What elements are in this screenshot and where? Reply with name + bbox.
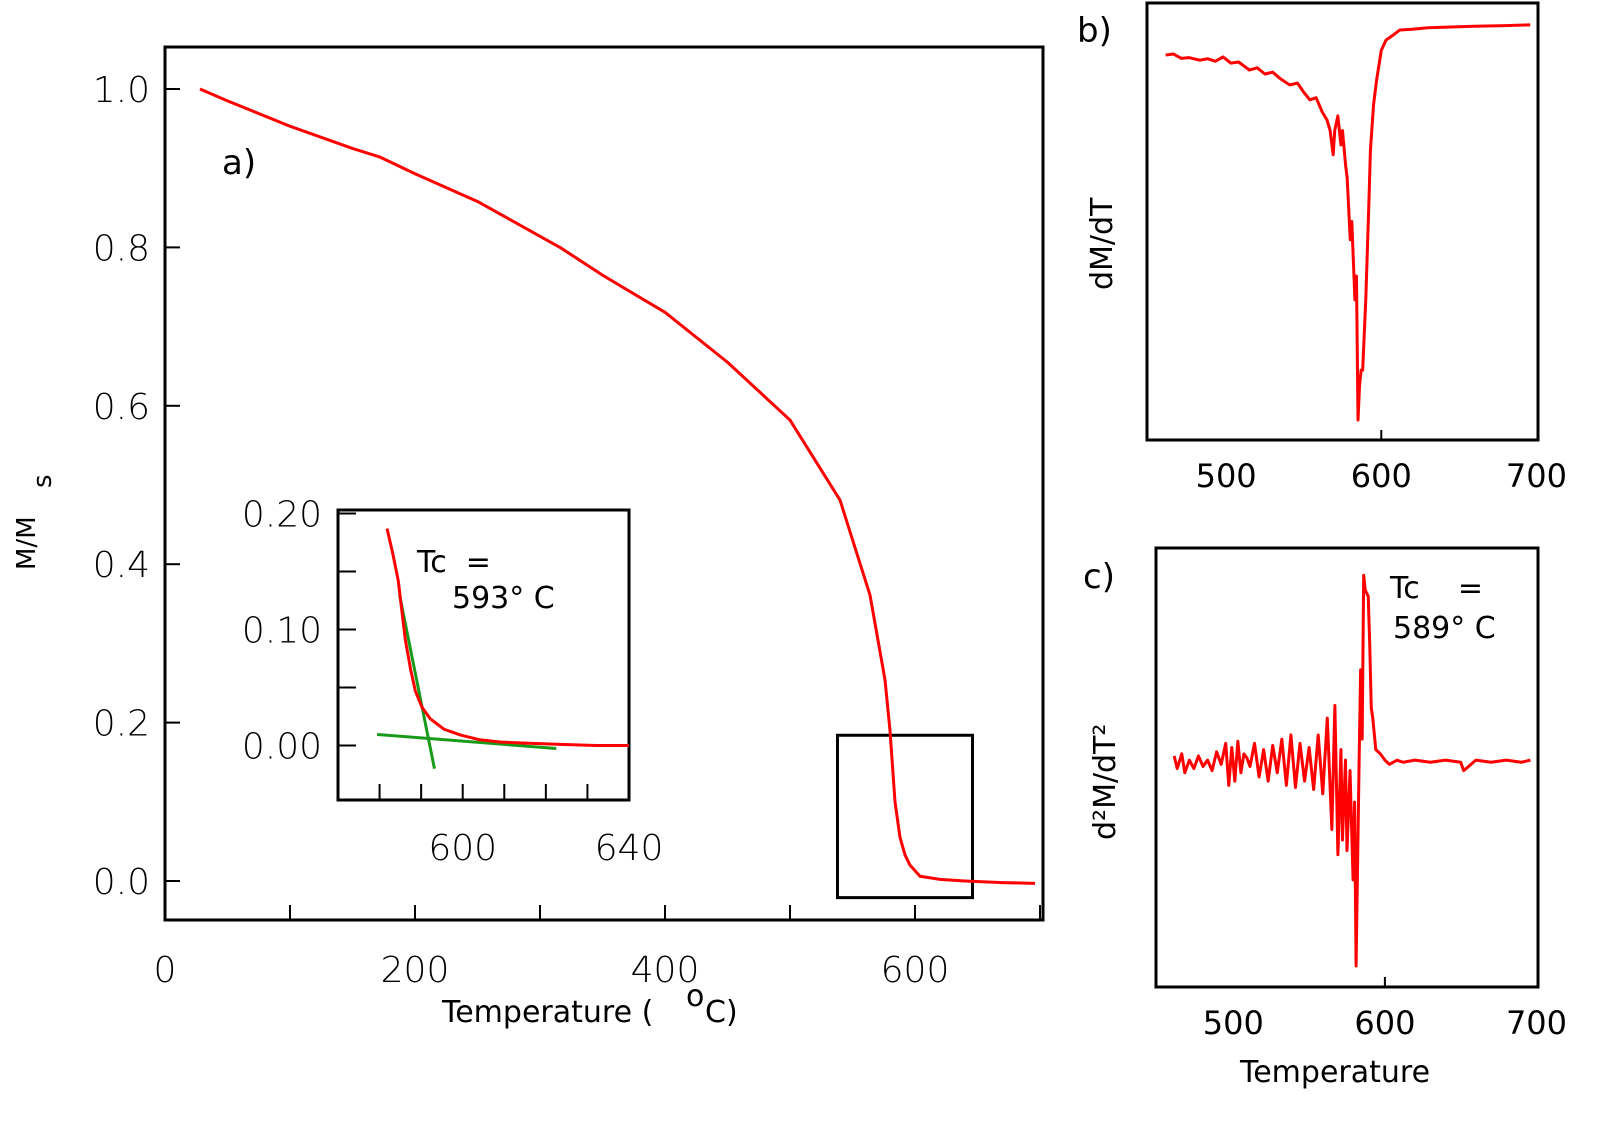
derivative-curve xyxy=(1165,23,1531,422)
panel-label-c: c) xyxy=(1083,557,1115,597)
x-tick-label: 500 xyxy=(1196,457,1257,495)
x-tick-label: 500 xyxy=(1203,1004,1264,1042)
x-tick-label: 0 xyxy=(154,950,177,991)
tangent-line xyxy=(376,732,557,750)
plot-frame xyxy=(1154,546,1540,989)
inset-y-tick-label: 0.20 xyxy=(242,494,322,535)
x-tick-label: 700 xyxy=(1506,457,1567,495)
panel-label-a: a) xyxy=(222,143,256,183)
plot-frame xyxy=(1145,1,1540,442)
inset-x-tick-label: 640 xyxy=(595,828,664,869)
x-tick-label: 600 xyxy=(881,950,950,991)
y-axis-label-b: dM/dT xyxy=(1085,197,1120,290)
inset-annotation-line2: 593° C xyxy=(452,581,555,616)
panel-c: 500 600 700 xyxy=(1154,546,1567,1042)
y-axis-label-c: d²M/dT² xyxy=(1088,724,1123,840)
y-axis-label-sub: s xyxy=(28,474,58,488)
x-tick-label: 400 xyxy=(631,950,700,991)
plot-frame xyxy=(163,45,1045,922)
c-annotation-line1: Tc = xyxy=(1389,571,1483,606)
y-axis-label-text: M/M xyxy=(12,516,42,570)
derivative-curve xyxy=(1172,573,1531,968)
inset-y-tick-label: 0.00 xyxy=(242,726,322,767)
x-axis-label-a: Temperature ( xyxy=(441,995,653,1030)
panel-inset: 600 640 0.00 0.10 0.20 xyxy=(242,494,664,869)
panel-a: 0 200 400 600 0.0 0.2 0.4 0.6 0.8 1.0 xyxy=(93,45,1045,991)
inset-frame xyxy=(336,508,631,802)
panel-label-b: b) xyxy=(1077,11,1112,51)
y-tick-label: 0.6 xyxy=(93,387,150,428)
y-tick-label: 0.4 xyxy=(93,545,150,586)
x-tick-label: 600 xyxy=(1354,1004,1415,1042)
x-tick-label: 700 xyxy=(1506,1004,1567,1042)
inset-x-tick-label: 600 xyxy=(428,828,497,869)
panel-b: 500 600 700 xyxy=(1145,1,1567,495)
y-tick-label: 1.0 xyxy=(93,70,150,111)
y-axis-label-a: M/M s xyxy=(12,474,58,570)
y-tick-label: 0.2 xyxy=(93,704,150,745)
magnetization-curve xyxy=(199,87,1036,885)
x-axis-label-end: C) xyxy=(705,995,738,1030)
c-annotation-line2: 589° C xyxy=(1393,611,1496,646)
x-tick-label: 600 xyxy=(1351,457,1412,495)
x-axis-label-sup: o xyxy=(686,979,704,1014)
x-axis-label-c: Temperature xyxy=(1239,1055,1430,1090)
y-tick-label: 0.0 xyxy=(93,862,150,903)
inset-curve xyxy=(385,528,629,747)
inset-annotation-line1: Tc = xyxy=(416,545,491,580)
x-tick-label: 200 xyxy=(381,950,450,991)
y-tick-label: 0.8 xyxy=(93,228,150,269)
zoom-region-box xyxy=(836,733,974,900)
inset-y-tick-label: 0.10 xyxy=(242,610,322,651)
